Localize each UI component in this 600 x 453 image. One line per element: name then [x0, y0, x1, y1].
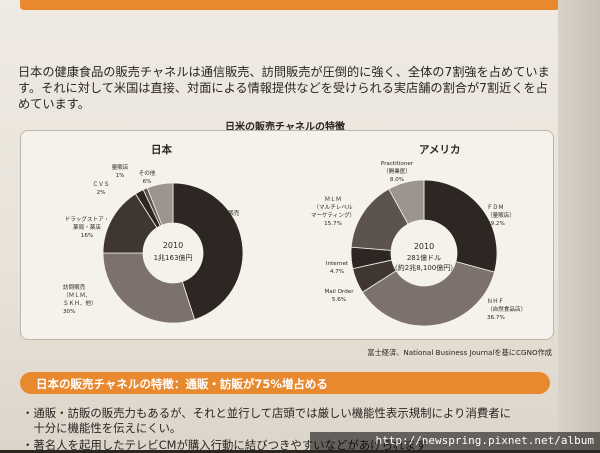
slice-value-label: 8.0% — [390, 177, 404, 183]
chart-name: 日本 — [151, 143, 172, 156]
slice-value-label: 5.6% — [332, 297, 346, 303]
slice-label: （自然食品店） — [487, 305, 526, 313]
slice-value-label: 16% — [81, 233, 93, 239]
chart-panel: 日本 2010 1兆163億円 通信販売 45% 訪問販売 （ＭＬＭ、 ＳＫＨ、他） 30% ドラ… — [20, 130, 554, 340]
chart-title: 日米の販売チャネルの特徴 — [225, 122, 345, 133]
donut-center-label: （約2兆8,100億円） — [391, 263, 458, 272]
slice-label: 訪問販売 — [63, 283, 86, 291]
bullet-text: ・通販・訪販の販売力もあるが、それと並行して店頭では厳しい機能性表示規制により消… — [22, 406, 512, 420]
slice-value-label: 15.7% — [324, 221, 342, 227]
slice-label: Practitioner — [381, 161, 414, 167]
slice-label: 通信販売 — [217, 209, 240, 217]
slice-value-label: 29.2% — [487, 221, 505, 227]
slice-label: ＮＨＦ — [487, 298, 504, 305]
watermark-url: http://newspring.pixnet.net/album — [375, 434, 594, 447]
slice-value-label: 45% — [217, 219, 229, 225]
slice-value-label: 36.7% — [487, 315, 505, 321]
slice-label: マーケティング） — [311, 211, 355, 219]
donut-charts: 日本 2010 1兆163億円 通信販売 45% 訪問販売（ＭＬＭ、ＳＫＨ、他） 30% ドラ… — [63, 143, 526, 327]
donut-center-label: 2010 — [163, 241, 183, 250]
section-heading-bar: 日本の販売チャネルの特徴：通販・訪販が75%増占める — [20, 372, 550, 394]
section-heading: 日本の販売チャネルの特徴：通販・訪販が75%増占める — [36, 377, 328, 391]
donut-hole — [391, 220, 457, 286]
slice-label: 薬局・薬店 — [73, 223, 101, 231]
slice-label: Mail Order — [324, 289, 354, 295]
donut-center-label: 2010 — [414, 242, 434, 251]
donut-center-label: 1兆163億円 — [154, 253, 193, 262]
slice-value-label: 1% — [116, 173, 125, 179]
slice-label: （ＭＬＭ、 — [63, 292, 91, 299]
slice-label: Internet — [326, 261, 349, 267]
source-note: 富士経済、National Business Journalを基にCGNO作成 — [367, 348, 552, 357]
slice-value-label: 4.7% — [330, 269, 344, 275]
slice-label: （開業医） — [383, 167, 411, 175]
slice-label: ＳＫＨ、他） — [63, 299, 97, 307]
slice-label: ドラッグストア・ — [65, 215, 110, 223]
slice-label: ＭＬＭ — [325, 196, 342, 203]
slice-value-label: 6% — [143, 179, 152, 185]
donut-center-label: 281億ドル — [407, 253, 441, 262]
slice-value-label: 30% — [63, 309, 75, 315]
slice-label: ＦＤＭ — [487, 204, 504, 211]
slice-label: ＣＶＳ — [93, 181, 110, 188]
slice-label: 量販店 — [112, 163, 129, 171]
slice-value-label: 2% — [97, 190, 106, 196]
watermark-bar: http://newspring.pixnet.net/album — [310, 432, 600, 450]
slide-edge — [558, 0, 600, 450]
slice-label: （マルチレベル — [313, 204, 353, 211]
chart-name: アメリカ — [419, 144, 460, 156]
slice-label: （量販店） — [487, 211, 515, 219]
slice-label: その他 — [139, 169, 156, 177]
top-accent-bar — [20, 0, 560, 10]
pie-slice — [172, 182, 244, 321]
donut-hole — [143, 223, 203, 283]
bullet-text: 十分に機能性を伝えにくい。 — [22, 421, 182, 435]
intro-paragraph: 日本の健康食品の販売チャネルは通信販売、訪問販売が圧倒的に強く、全体の7割強を占… — [18, 65, 550, 111]
